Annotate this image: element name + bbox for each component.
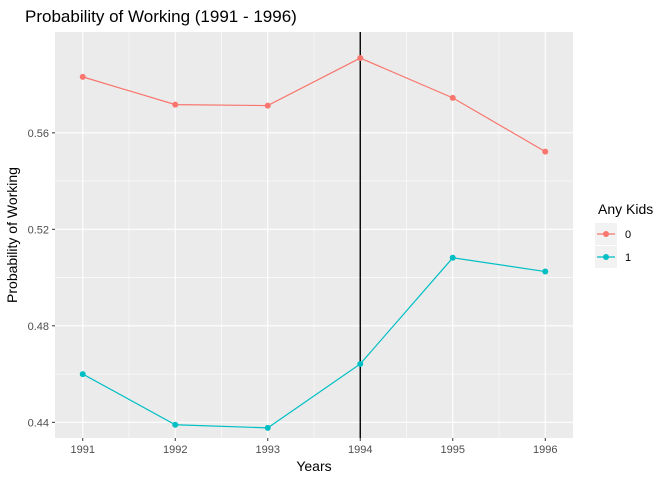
y-tick-label: 0.56 xyxy=(28,128,49,140)
series-line xyxy=(82,257,546,429)
legend-item-0: 0 xyxy=(595,223,631,245)
x-tick-label: 1991 xyxy=(71,444,95,456)
x-axis-title: Years xyxy=(296,458,331,474)
legend-key-point xyxy=(603,231,609,237)
legend-title: Any Kids xyxy=(598,201,653,217)
data-point xyxy=(264,424,271,431)
legend-key-point xyxy=(603,254,609,260)
data-point xyxy=(79,73,86,80)
x-tick-label: 1992 xyxy=(163,444,187,456)
series-layer xyxy=(79,55,549,431)
data-point xyxy=(449,254,456,261)
x-tick-label: 1996 xyxy=(533,444,557,456)
y-tick-label: 0.48 xyxy=(28,321,49,333)
chart-title: Probability of Working (1991 - 1996) xyxy=(25,7,297,26)
x-tick-label: 1994 xyxy=(348,444,372,456)
data-point xyxy=(357,360,364,367)
data-point xyxy=(542,148,549,155)
series-0 xyxy=(79,55,549,155)
data-point xyxy=(264,102,271,109)
x-tick-label: 1995 xyxy=(441,444,465,456)
data-point xyxy=(357,55,364,62)
data-point xyxy=(79,371,86,378)
y-axis: 0.44 0.48 0.52 0.56 xyxy=(28,128,55,429)
x-tick-label: 1993 xyxy=(256,444,280,456)
legend: Any Kids 0 1 xyxy=(595,201,653,268)
y-tick-label: 0.44 xyxy=(28,417,49,429)
y-tick-label: 0.52 xyxy=(28,224,49,236)
series-1 xyxy=(79,254,549,431)
legend-item-1: 1 xyxy=(595,246,631,268)
gridlines xyxy=(55,32,573,438)
data-point xyxy=(172,421,179,428)
data-point xyxy=(542,268,549,275)
y-axis-title: Probability of Working xyxy=(4,167,20,303)
legend-label: 1 xyxy=(625,252,631,264)
data-point xyxy=(172,101,179,108)
data-point xyxy=(449,94,456,101)
legend-label: 0 xyxy=(625,229,631,241)
series-line xyxy=(82,57,546,153)
x-axis: 1991 1992 1993 1994 1995 1996 xyxy=(71,438,557,456)
